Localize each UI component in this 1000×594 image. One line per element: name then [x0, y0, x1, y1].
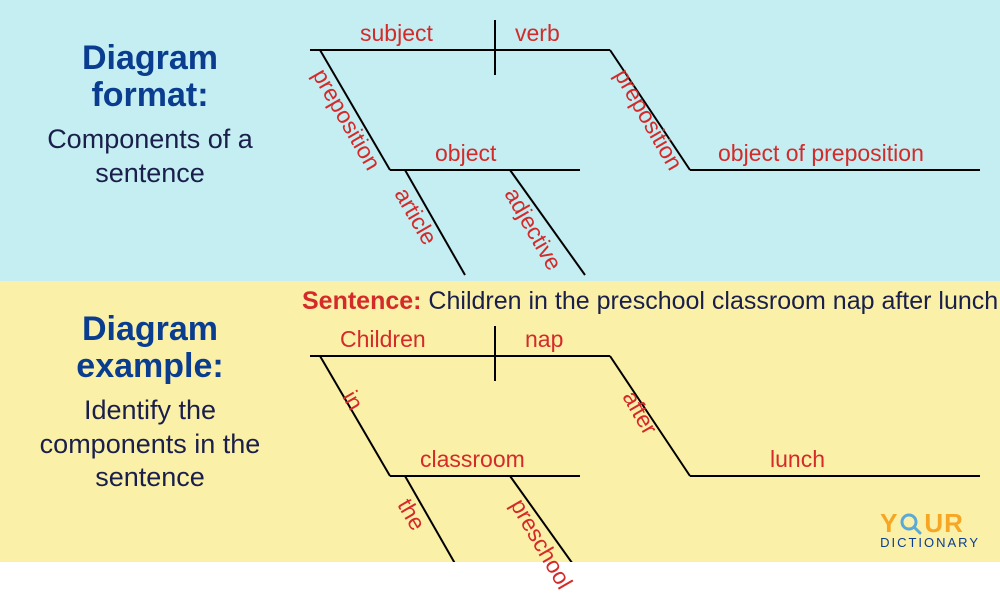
- format-side-label: Diagram format: Components of a sentence: [20, 40, 280, 190]
- example-panel: Diagram example: Identify the components…: [0, 281, 1000, 562]
- label-obj-prep: object of preposition: [718, 140, 924, 167]
- logo: Y UR DICTIONARY: [880, 508, 980, 550]
- label-subject: subject: [360, 20, 433, 47]
- format-diagram: subject verb preposition object article …: [300, 0, 1000, 281]
- format-subtitle: Components of a sentence: [20, 123, 280, 191]
- ex-object: classroom: [420, 446, 525, 473]
- example-subtitle: Identify the components in the sentence: [20, 394, 280, 495]
- label-verb: verb: [515, 20, 560, 47]
- label-object: object: [435, 140, 496, 167]
- logo-dictionary: DICTIONARY: [880, 535, 980, 550]
- ex-verb: nap: [525, 326, 563, 353]
- ex-obj-prep: lunch: [770, 446, 825, 473]
- example-side-label: Diagram example: Identify the components…: [20, 311, 280, 495]
- magnifier-icon: [900, 513, 922, 535]
- format-title: Diagram format:: [20, 40, 280, 115]
- example-title: Diagram example:: [20, 311, 280, 386]
- format-panel: Diagram format: Components of a sentence…: [0, 0, 1000, 281]
- ex-subject: Children: [340, 326, 426, 353]
